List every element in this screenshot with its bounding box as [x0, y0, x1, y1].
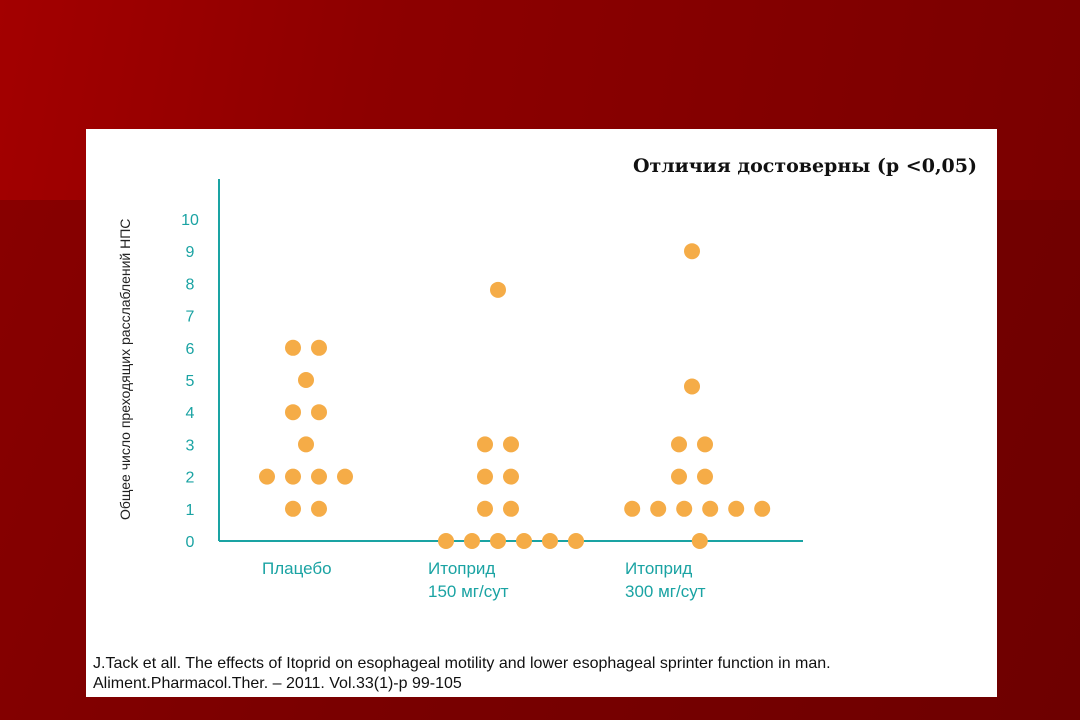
data-point	[697, 436, 713, 453]
x-category-label: Итоприд	[625, 559, 692, 578]
data-point	[285, 404, 301, 421]
y-tick-label: 0	[186, 534, 195, 551]
data-point	[285, 339, 301, 356]
data-point	[503, 436, 519, 453]
data-point	[503, 468, 519, 485]
y-tick-label: 5	[186, 373, 195, 390]
data-point	[311, 468, 327, 485]
data-point	[259, 468, 275, 485]
data-point	[728, 500, 745, 517]
data-point	[477, 436, 493, 453]
data-point	[298, 436, 314, 453]
y-tick-label: 2	[186, 470, 195, 487]
data-point	[438, 533, 454, 549]
data-point	[650, 500, 667, 517]
significance-note: Отличия достоверны (p <0,05)	[632, 155, 977, 177]
x-category-label: 150 мг/сут	[428, 582, 509, 601]
data-point	[490, 281, 506, 298]
dot-plot: 0 1 2 3 4 5 6 7 8 9 10 Плацебо Итоприд 150 мг/сут Итоп…	[181, 179, 803, 601]
data-point	[311, 404, 327, 421]
data-point	[516, 533, 532, 549]
data-point	[671, 468, 687, 485]
y-tick-label: 8	[186, 276, 195, 293]
slide-panel: Отличия достоверны (p <0,05) Общее число…	[86, 129, 997, 697]
data-point	[754, 500, 771, 517]
citation: J.Tack et all. The effects of Itoprid on…	[93, 654, 831, 694]
data-point	[684, 243, 700, 260]
data-point	[684, 378, 700, 395]
data-point	[337, 468, 353, 485]
data-point	[503, 500, 519, 517]
y-tick-label: 4	[186, 405, 195, 422]
y-tick-label: 3	[186, 437, 195, 454]
data-point	[676, 500, 693, 517]
data-point	[477, 468, 493, 485]
y-tick-label: 6	[186, 341, 195, 358]
y-tick-label: 1	[186, 502, 195, 519]
data-point	[671, 436, 687, 453]
data-point	[691, 533, 708, 549]
y-tick-label: 7	[186, 309, 195, 326]
y-tick-label: 10	[181, 212, 199, 229]
citation-line-1: J.Tack et all. The effects of Itoprid on…	[93, 655, 831, 672]
data-point	[477, 500, 493, 517]
data-point	[542, 533, 558, 549]
data-point	[311, 339, 327, 356]
citation-line-2: Aliment.Pharmacol.Ther. – 2011. Vol.33(1…	[93, 675, 462, 692]
data-point	[298, 372, 314, 388]
data-point	[285, 500, 301, 517]
data-point	[464, 533, 480, 549]
data-point	[285, 468, 301, 485]
data-point	[490, 533, 506, 549]
data-point	[624, 500, 641, 517]
data-point	[702, 500, 719, 517]
x-category-label: 300 мг/сут	[625, 582, 706, 601]
x-category-label: Плацебо	[262, 559, 332, 578]
data-point	[568, 533, 584, 549]
data-point	[697, 468, 713, 485]
x-category-label: Итоприд	[428, 559, 495, 578]
y-tick-label: 9	[186, 244, 195, 261]
data-point	[311, 500, 327, 517]
